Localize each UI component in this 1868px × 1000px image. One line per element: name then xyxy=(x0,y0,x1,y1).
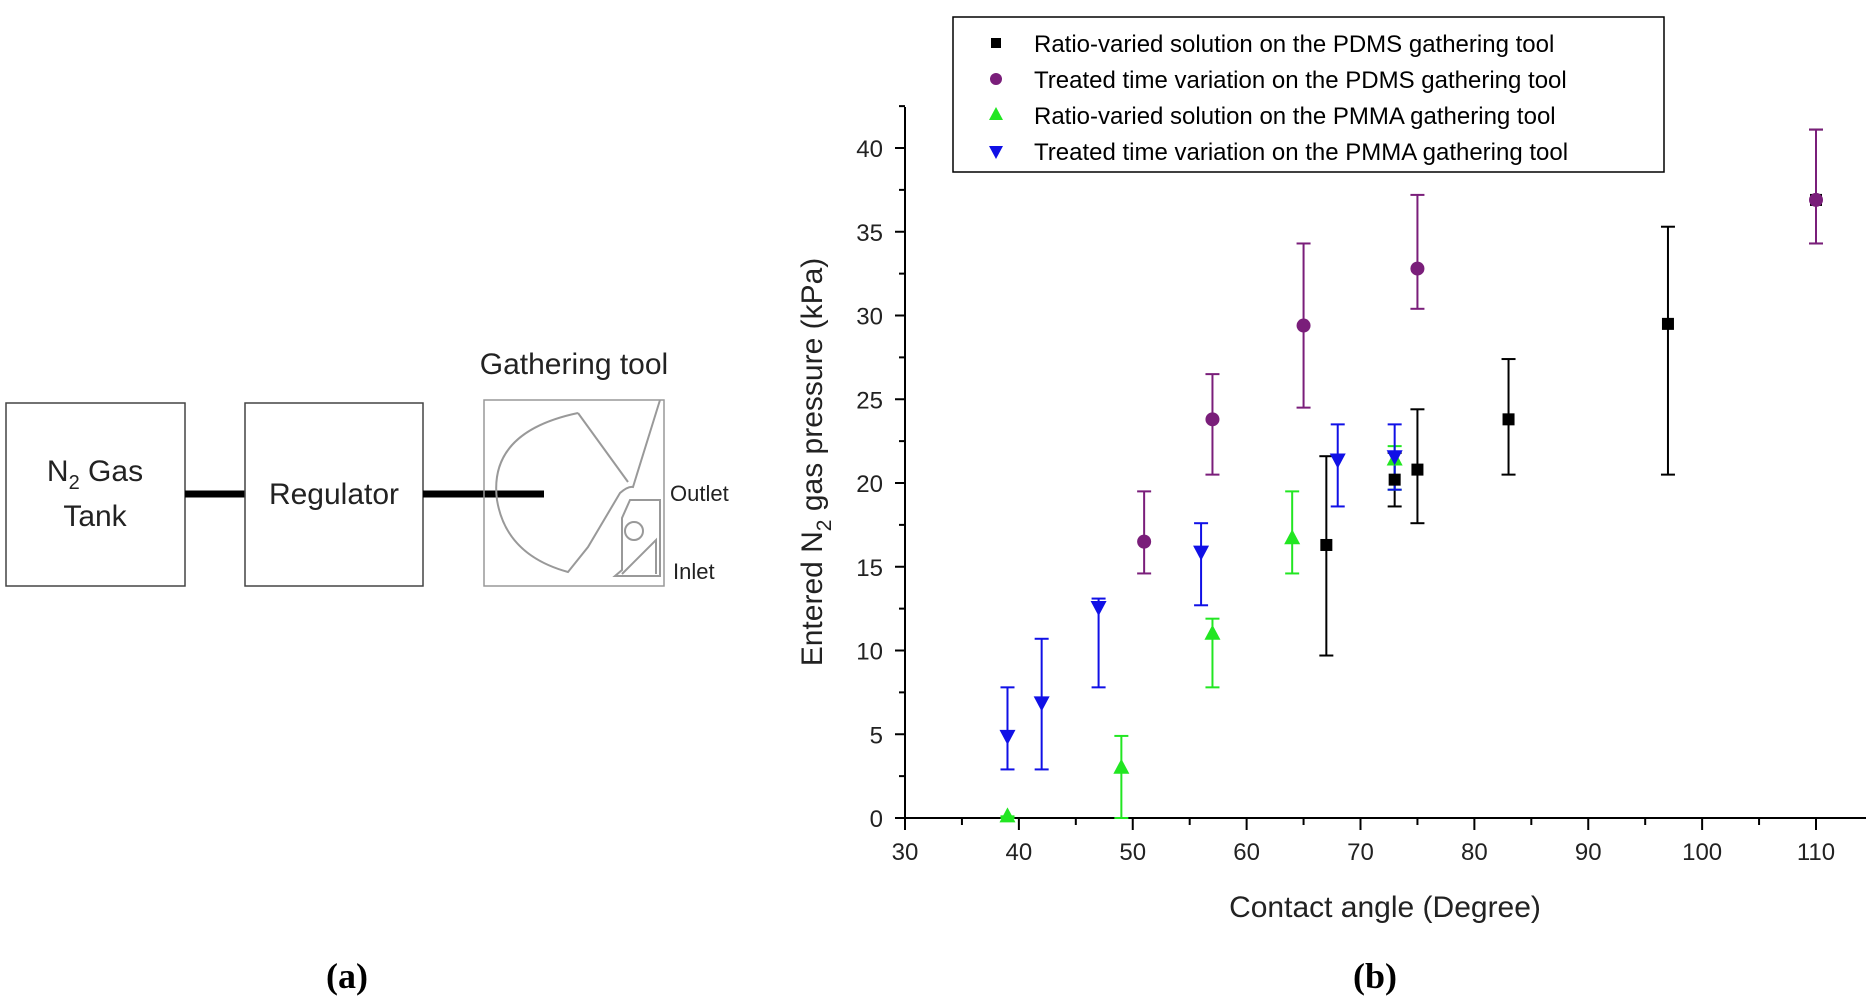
gas-tank-label: N2 Gas xyxy=(47,455,143,494)
regulator-box xyxy=(244,402,424,587)
gathering-tool-title: Gathering tool xyxy=(480,348,668,381)
y-tick-label: 35 xyxy=(856,220,883,247)
x-tick-label: 40 xyxy=(1006,839,1033,866)
legend-marker xyxy=(989,146,1003,159)
x-tick-label: 30 xyxy=(892,839,919,866)
outlet-label: Outlet xyxy=(670,481,729,506)
legend-label: Treated time variation on the PDMS gathe… xyxy=(1034,67,1567,94)
data-point xyxy=(1411,463,1424,476)
data-point xyxy=(1296,318,1311,333)
x-tick-label: 90 xyxy=(1575,839,1602,866)
legend-marker xyxy=(990,73,1002,85)
x-tick-label: 100 xyxy=(1682,839,1722,866)
data-point xyxy=(1205,412,1220,427)
legend-label: Treated time variation on the PMMA gathe… xyxy=(1034,139,1568,166)
legend-marker xyxy=(991,38,1001,48)
data-point xyxy=(1502,413,1515,426)
data-point xyxy=(1661,317,1674,330)
y-axis-label: Entered N2 gas pressure (kPa) xyxy=(796,258,836,667)
legend: Ratio-varied solution on the PDMS gather… xyxy=(952,16,1665,173)
gathering-tool-inlet-channel xyxy=(612,499,661,577)
data-point xyxy=(1386,450,1403,466)
x-axis-label: Contact angle (Degree) xyxy=(1229,891,1541,924)
x-tick-label: 80 xyxy=(1461,839,1488,866)
data-point xyxy=(1410,261,1425,276)
panel-label-b: (b) xyxy=(1353,956,1397,996)
y-tick-label: 30 xyxy=(856,304,883,331)
data-point xyxy=(999,807,1016,823)
chart: 0 5 10 15 20 25 30 35 40 30 40 50 60 70 80 90 100 110 Co… xyxy=(796,16,1866,996)
data-point xyxy=(1113,758,1130,774)
data-point xyxy=(1284,529,1301,545)
data-point xyxy=(1137,534,1152,549)
block-diagram: N2 Gas Tank Regulator Gathering tool Out… xyxy=(5,348,729,996)
legend-marker xyxy=(989,107,1003,120)
y-ticks: 0 5 10 15 20 25 30 35 40 xyxy=(856,105,905,833)
y-tick-label: 10 xyxy=(856,639,883,666)
data-point xyxy=(1090,600,1107,616)
legend-frame xyxy=(952,16,1665,173)
y-tick-label: 25 xyxy=(856,387,883,414)
data-point xyxy=(1320,538,1333,551)
inlet-label: Inlet xyxy=(673,559,715,584)
x-tick-label: 70 xyxy=(1347,839,1374,866)
gathering-tool-inlet-wedge xyxy=(621,537,657,575)
data-point xyxy=(1809,192,1823,207)
x-ticks: 30 40 50 60 70 80 90 100 110 xyxy=(892,818,1835,866)
y-tick-label: 0 xyxy=(870,806,883,833)
y-tick-label: 15 xyxy=(856,555,883,582)
gathering-tool-chamber xyxy=(495,399,661,574)
data-point xyxy=(1033,696,1050,712)
data-point xyxy=(1204,624,1221,640)
x-tick-label: 110 xyxy=(1797,839,1835,866)
gathering-tool-upper-edge xyxy=(577,412,629,483)
gas-tank-box xyxy=(5,402,186,587)
data-markers xyxy=(999,192,1823,823)
data-point xyxy=(999,729,1016,745)
gas-tank-label-line2: Tank xyxy=(63,500,127,533)
gathering-tool-frame xyxy=(483,399,665,587)
data-point xyxy=(1329,453,1346,469)
plot-axes xyxy=(904,107,1866,819)
gathering-tool-inlet-port xyxy=(624,521,644,541)
regulator-label: Regulator xyxy=(269,478,399,511)
data-point xyxy=(1193,545,1210,561)
panel-label-a: (a) xyxy=(326,956,368,996)
y-tick-label: 5 xyxy=(870,722,883,749)
y-tick-label: 20 xyxy=(856,471,883,498)
legend-label: Ratio-varied solution on the PMMA gather… xyxy=(1034,103,1556,130)
data-point xyxy=(1388,473,1401,486)
legend-label: Ratio-varied solution on the PDMS gather… xyxy=(1034,31,1554,58)
x-tick-label: 50 xyxy=(1119,839,1146,866)
x-tick-label: 60 xyxy=(1233,839,1260,866)
y-tick-label: 40 xyxy=(856,136,883,163)
